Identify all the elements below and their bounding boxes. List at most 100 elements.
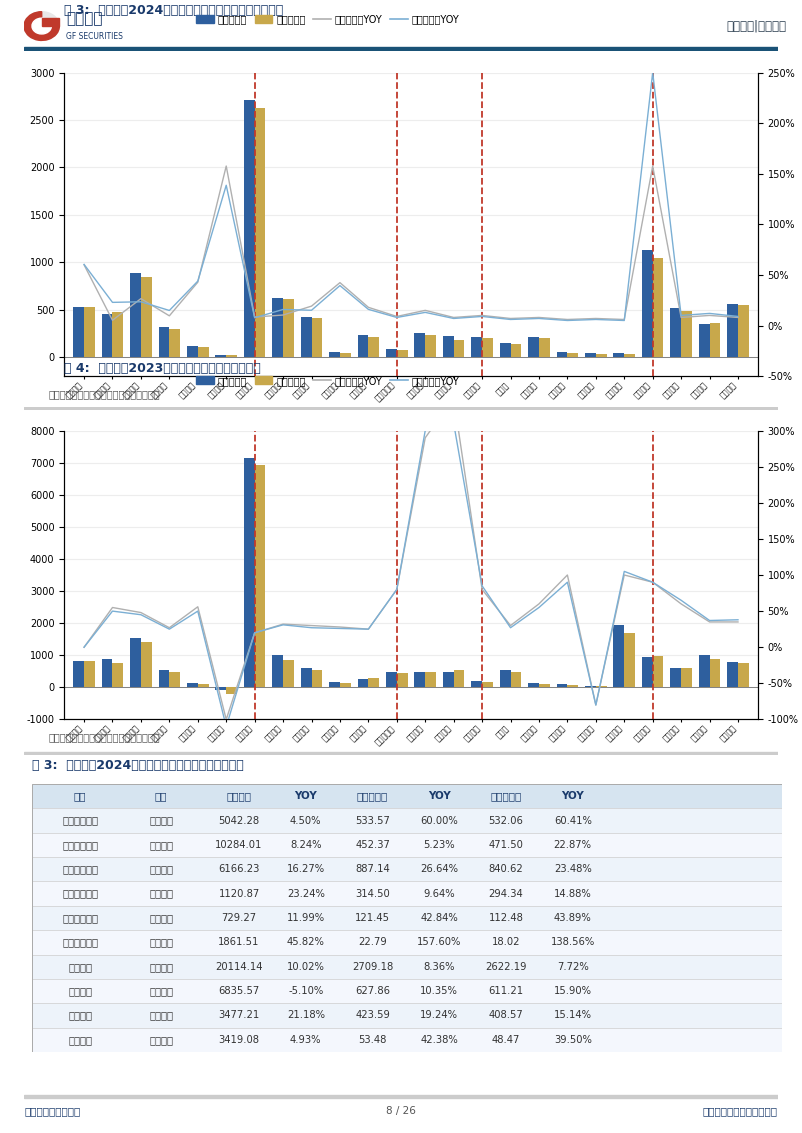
Text: 国电南瑞: 国电南瑞: [149, 962, 173, 972]
Text: 中国西电: 中国西电: [149, 840, 173, 850]
Text: 广发证券: 广发证券: [67, 11, 103, 26]
Text: 314.50: 314.50: [355, 888, 390, 898]
Bar: [358, 679, 368, 688]
Bar: [368, 678, 379, 688]
Bar: [425, 672, 436, 688]
Text: 主网一次设备: 主网一次设备: [62, 913, 98, 923]
Text: 532.06: 532.06: [488, 816, 524, 826]
Bar: [283, 661, 294, 688]
Text: 20114.14: 20114.14: [215, 962, 263, 972]
Text: 18.02: 18.02: [492, 937, 520, 947]
Text: 扣非净利润: 扣非净利润: [490, 791, 521, 801]
Text: 数据来源：同花顺，广发证券发展研究中心: 数据来源：同花顺，广发证券发展研究中心: [48, 390, 160, 399]
Bar: [557, 352, 567, 357]
Text: 华明装备: 华明装备: [149, 888, 173, 898]
Bar: [244, 100, 255, 357]
Bar: [567, 684, 578, 688]
Bar: [226, 356, 237, 357]
Text: 138.56%: 138.56%: [551, 937, 595, 947]
Bar: [187, 346, 198, 357]
Bar: [272, 655, 283, 688]
Bar: [255, 465, 265, 688]
Bar: [386, 672, 397, 688]
Text: 10.35%: 10.35%: [420, 986, 458, 996]
Bar: [539, 683, 550, 688]
Text: 1861.51: 1861.51: [218, 937, 260, 947]
Text: 营业收入: 营业收入: [226, 791, 252, 801]
Bar: [368, 338, 379, 357]
Text: 48.47: 48.47: [492, 1034, 520, 1045]
Bar: [187, 683, 198, 688]
Bar: [614, 352, 624, 357]
Bar: [482, 338, 493, 357]
Text: 6166.23: 6166.23: [218, 864, 260, 875]
Bar: [454, 340, 464, 357]
Text: 国电南自: 国电南自: [149, 1034, 173, 1045]
Bar: [32, 1028, 782, 1051]
Text: 主网一次设备: 主网一次设备: [62, 888, 98, 898]
Bar: [738, 663, 749, 688]
Text: 主网一次设备: 主网一次设备: [62, 816, 98, 826]
Bar: [32, 979, 782, 1004]
Text: 423.59: 423.59: [355, 1011, 390, 1021]
Legend: 归母净利润, 扣非净利润, 归母净利润YOY, 扣非净利润YOY: 归母净利润, 扣非净利润, 归母净利润YOY, 扣非净利润YOY: [192, 10, 464, 28]
Bar: [443, 672, 454, 688]
Bar: [710, 659, 720, 688]
Text: 611.21: 611.21: [488, 986, 524, 996]
Bar: [624, 353, 635, 357]
Bar: [340, 682, 350, 688]
Bar: [24, 46, 778, 51]
Bar: [425, 335, 436, 357]
Bar: [567, 353, 578, 357]
Text: 26.64%: 26.64%: [420, 864, 458, 875]
Bar: [596, 355, 606, 357]
Text: 42.38%: 42.38%: [420, 1034, 458, 1045]
Bar: [216, 688, 226, 690]
Text: 22.87%: 22.87%: [553, 840, 592, 850]
Text: 表 3:  电力设备2024年上半年业绩增速对比（百万元）: 表 3: 电力设备2024年上半年业绩增速对比（百万元）: [32, 759, 244, 773]
Bar: [340, 352, 350, 357]
Bar: [681, 310, 692, 357]
Bar: [226, 688, 237, 695]
Bar: [500, 670, 511, 688]
Bar: [32, 906, 782, 930]
Bar: [32, 784, 782, 809]
Bar: [42, 18, 59, 26]
Bar: [141, 642, 152, 688]
Bar: [102, 659, 112, 688]
Text: 8.36%: 8.36%: [423, 962, 455, 972]
Bar: [624, 632, 635, 688]
Bar: [529, 683, 539, 688]
Text: 5042.28: 5042.28: [218, 816, 260, 826]
Bar: [329, 352, 340, 357]
Bar: [585, 352, 596, 357]
Text: 533.57: 533.57: [355, 816, 390, 826]
Text: 数据来源：同花顺，广发证券发展研究中心: 数据来源：同花顺，广发证券发展研究中心: [48, 733, 160, 742]
Text: 42.84%: 42.84%: [420, 913, 458, 923]
Text: 23.48%: 23.48%: [554, 864, 592, 875]
Bar: [32, 954, 782, 979]
Bar: [301, 317, 311, 357]
Bar: [699, 655, 710, 688]
Bar: [32, 809, 782, 833]
Bar: [169, 672, 180, 688]
Text: 二次设备: 二次设备: [68, 1011, 92, 1021]
Text: 主网一次设备: 主网一次设备: [62, 864, 98, 875]
Text: 图 3:  电力设备2024年上半年净利润及其增速（百万元）: 图 3: 电力设备2024年上半年净利润及其增速（百万元）: [64, 5, 283, 17]
Wedge shape: [32, 18, 51, 34]
Text: 11.99%: 11.99%: [287, 913, 325, 923]
Bar: [198, 684, 209, 688]
Bar: [511, 344, 521, 357]
Bar: [557, 684, 567, 688]
Text: 1120.87: 1120.87: [218, 888, 260, 898]
Bar: [397, 350, 407, 357]
Bar: [130, 273, 141, 357]
Text: 22.79: 22.79: [358, 937, 387, 947]
Text: 2709.18: 2709.18: [352, 962, 393, 972]
Bar: [112, 663, 124, 688]
Bar: [32, 833, 782, 857]
Text: 3477.21: 3477.21: [218, 1011, 260, 1021]
Text: 思源电气: 思源电气: [149, 864, 173, 875]
Bar: [397, 673, 407, 688]
Text: 39.50%: 39.50%: [554, 1034, 592, 1045]
